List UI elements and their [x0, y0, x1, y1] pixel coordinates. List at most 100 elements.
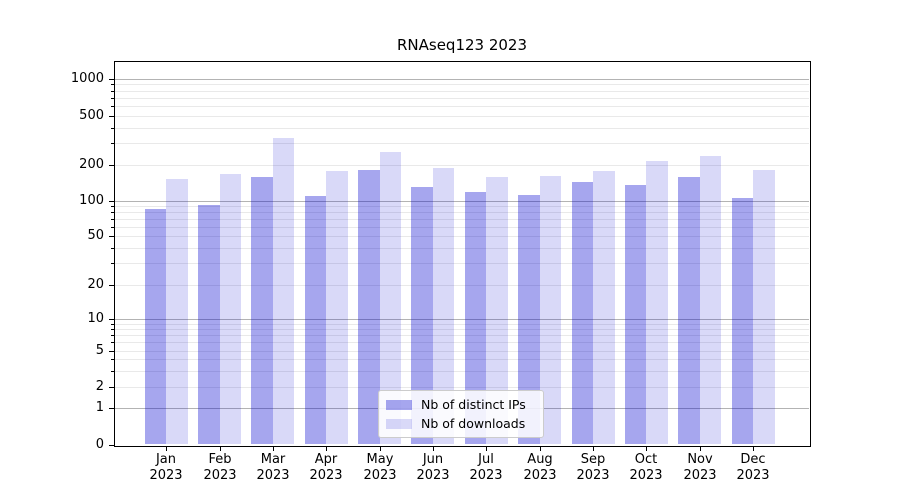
x-tick-label: Feb 2023 [203, 452, 237, 483]
bar-distinct-ips-nov [678, 176, 700, 445]
gridline-minor [115, 206, 809, 207]
y-tick-mark [109, 285, 114, 286]
gridline-minor [115, 285, 809, 286]
x-tick-label: Jul 2023 [469, 452, 503, 483]
legend-swatch-distinct-ips [386, 400, 412, 410]
y-tick-label: 20 [87, 277, 104, 292]
gridline-major [115, 201, 809, 202]
gridline-minor [115, 387, 809, 388]
legend-item-distinct-ips: Nb of distinct IPs [386, 396, 535, 414]
gridline-minor [115, 227, 809, 228]
y-tick-label: 200 [79, 157, 104, 172]
y-minor-tick-mark [111, 359, 114, 360]
gridline-minor [115, 106, 809, 107]
y-tick-mark [109, 201, 114, 202]
y-tick-mark [109, 116, 114, 117]
x-tick-label: Oct 2023 [629, 452, 663, 483]
gridline-minor [115, 329, 809, 330]
y-tick-label: 50 [87, 228, 104, 243]
y-tick-mark [109, 165, 114, 166]
chart-title: RNAseq123 2023 [396, 36, 528, 54]
legend-label-distinct-ips: Nb of distinct IPs [421, 397, 526, 412]
gridline-minor [115, 143, 809, 144]
x-tick-label: May 2023 [363, 452, 397, 483]
x-tick-mark [326, 446, 327, 451]
x-tick-label: Jun 2023 [416, 452, 450, 483]
bar-downloads-oct [646, 161, 668, 445]
gridline-minor [115, 219, 809, 220]
gridline-minor [115, 165, 809, 166]
bar-distinct-ips-jun [411, 186, 433, 445]
gridline-minor [115, 351, 809, 352]
bar-downloads-sep [593, 170, 615, 445]
y-minor-tick-mark [111, 106, 114, 107]
bar-distinct-ips-aug [518, 195, 540, 445]
bar-distinct-ips-sep [571, 181, 593, 445]
y-minor-tick-mark [111, 335, 114, 336]
gridline-minor [115, 342, 809, 343]
bar-downloads-may [379, 152, 402, 445]
gridline-minor [115, 335, 809, 336]
y-minor-tick-mark [111, 212, 114, 213]
gridline-major [115, 319, 809, 320]
x-tick-mark [700, 446, 701, 451]
y-minor-tick-mark [111, 128, 114, 129]
x-tick-mark [753, 446, 754, 451]
gridline-minor [115, 128, 809, 129]
x-tick-mark [433, 446, 434, 451]
bar-downloads-jul [486, 176, 508, 445]
bar-distinct-ips-jul [464, 192, 487, 445]
y-minor-tick-mark [111, 143, 114, 144]
gridline-minor [115, 324, 809, 325]
y-tick-mark [109, 445, 114, 446]
y-tick-label: 100 [79, 193, 104, 208]
y-tick-label: 1 [95, 400, 104, 415]
gridline-minor [115, 263, 809, 264]
x-tick-mark [166, 446, 167, 451]
y-minor-tick-mark [111, 219, 114, 220]
x-tick-mark [593, 446, 594, 451]
y-minor-tick-mark [111, 84, 114, 85]
x-tick-label: Nov 2023 [683, 452, 717, 483]
bar-downloads-jun [432, 167, 455, 445]
y-tick-mark [109, 79, 114, 80]
y-tick-label: 5 [95, 343, 104, 358]
gridline-minor [115, 359, 809, 360]
y-tick-label: 2 [95, 379, 104, 394]
x-tick-label: Dec 2023 [736, 452, 770, 483]
bar-distinct-ips-mar [251, 177, 273, 445]
y-tick-mark [109, 351, 114, 352]
bar-downloads-apr [326, 171, 348, 445]
bar-downloads-mar [272, 137, 295, 445]
bar-downloads-aug [539, 176, 562, 445]
legend-swatch-downloads [386, 419, 412, 429]
bar-downloads-dec [753, 169, 775, 445]
y-minor-tick-mark [111, 329, 114, 330]
x-tick-label: Sep 2023 [576, 452, 610, 483]
bar-distinct-ips-may [358, 169, 380, 445]
legend: Nb of distinct IPs Nb of downloads [378, 390, 544, 438]
bar-downloads-nov [699, 156, 722, 445]
gridline-minor [115, 236, 809, 237]
gridline-major [115, 79, 809, 80]
legend-label-downloads: Nb of downloads [421, 416, 526, 431]
y-minor-tick-mark [111, 91, 114, 92]
y-minor-tick-mark [111, 206, 114, 207]
x-tick-mark [380, 446, 381, 451]
x-tick-mark [273, 446, 274, 451]
gridline-minor [115, 91, 809, 92]
gridline-minor [115, 84, 809, 85]
y-minor-tick-mark [111, 342, 114, 343]
y-tick-mark [109, 408, 114, 409]
bar-distinct-ips-feb [198, 204, 220, 445]
y-tick-mark [109, 387, 114, 388]
x-tick-mark [220, 446, 221, 451]
y-minor-tick-mark [111, 98, 114, 99]
gridline-minor [115, 98, 809, 99]
bar-downloads-feb [219, 174, 242, 445]
y-minor-tick-mark [111, 248, 114, 249]
y-minor-tick-mark [111, 227, 114, 228]
x-tick-label: Jan 2023 [149, 452, 183, 483]
x-tick-label: Mar 2023 [256, 452, 290, 483]
